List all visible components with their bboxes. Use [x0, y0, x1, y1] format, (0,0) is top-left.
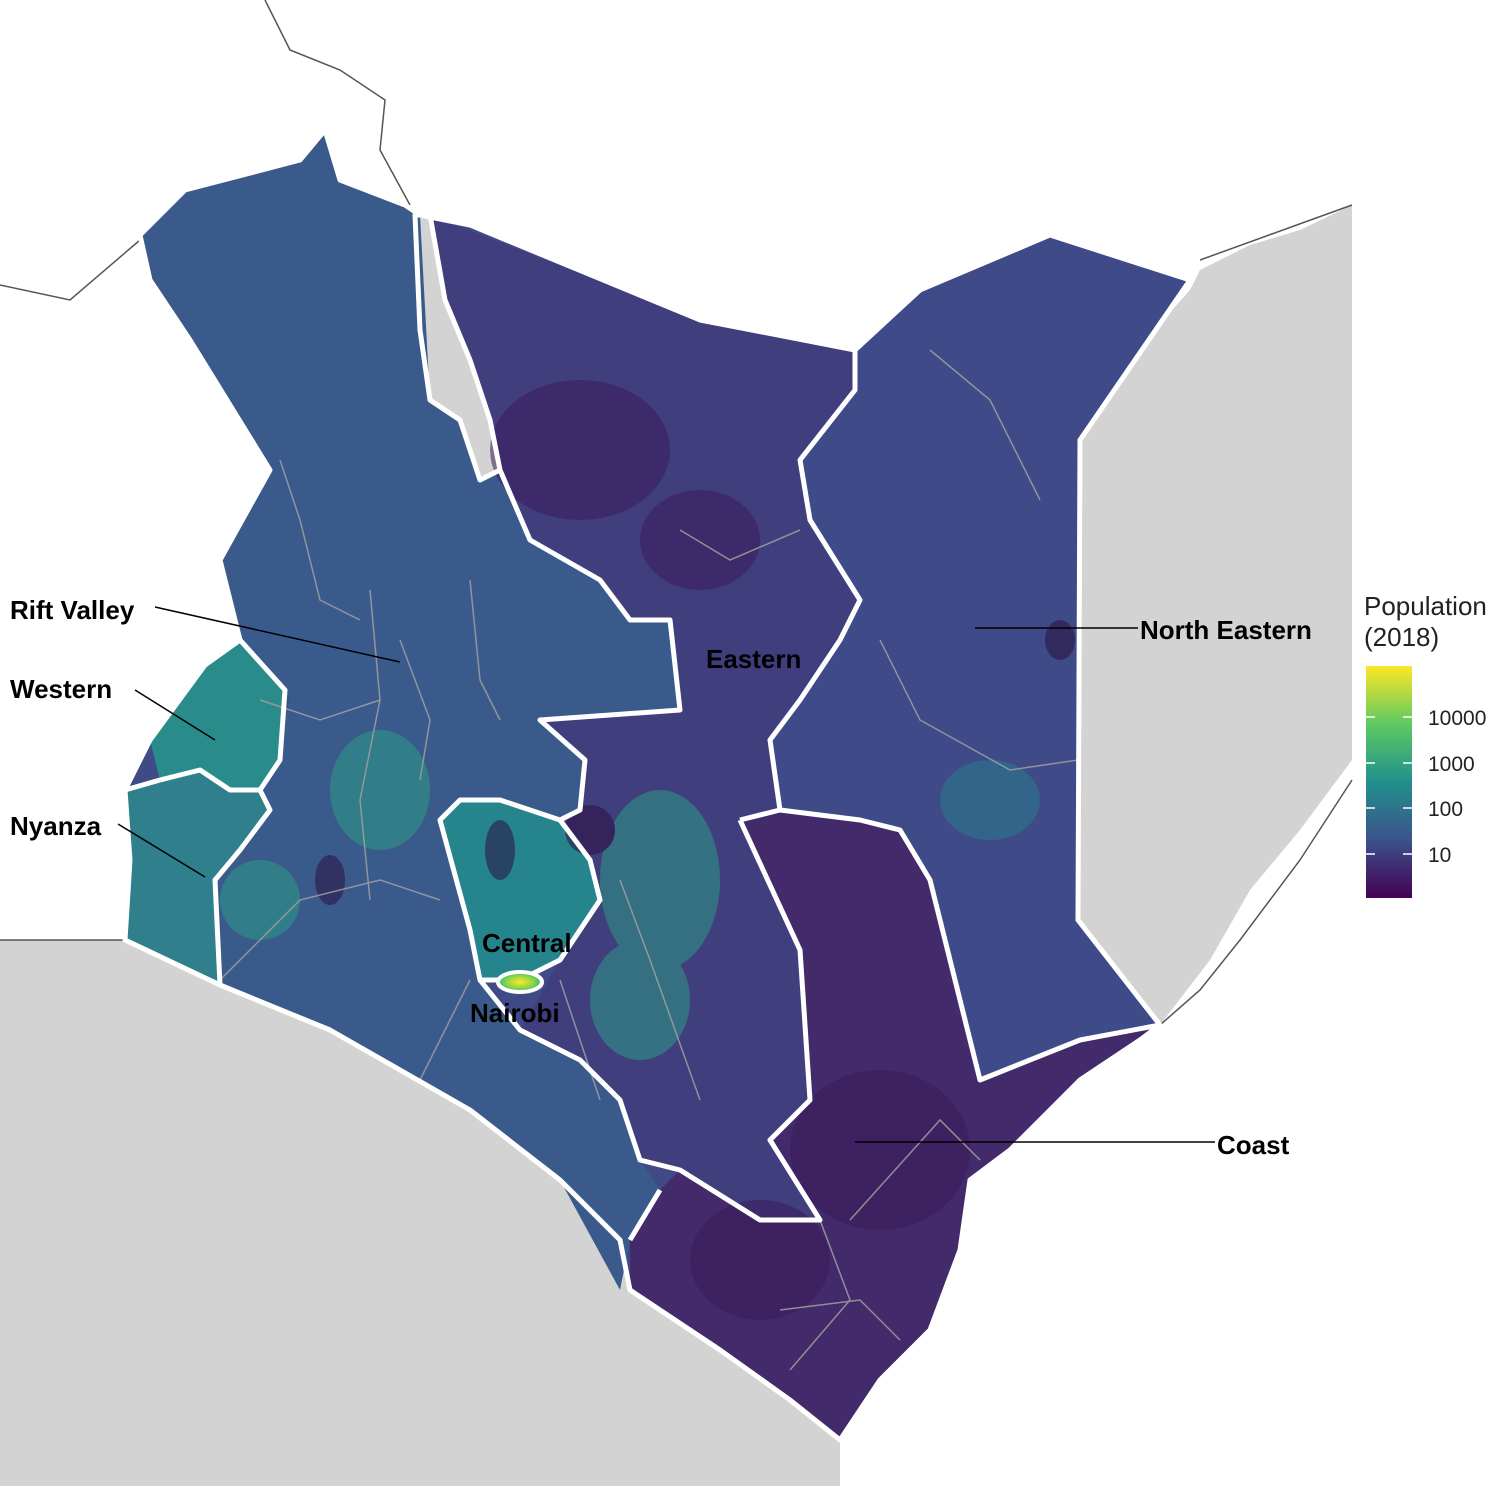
- region-western: [150, 640, 285, 790]
- region-nyanza: [125, 770, 270, 985]
- density-patches: [220, 380, 1075, 1320]
- legend-tick-10: 10: [1428, 844, 1451, 867]
- legend-tick-100: 100: [1428, 798, 1463, 821]
- label-north-eastern: North Eastern: [1140, 615, 1312, 645]
- legend-colorbar: [1366, 666, 1412, 898]
- region-central: [440, 800, 600, 980]
- region-north-eastern: [770, 235, 1190, 1080]
- legend-tick-marks: [1366, 716, 1412, 855]
- county-borders: [219, 349, 1079, 1371]
- label-eastern: Eastern: [706, 644, 801, 674]
- neighbouring-land: [0, 0, 1352, 1486]
- international-border: [0, 0, 1353, 1026]
- legend: Population (2018) 10000 1000 100 10: [1364, 591, 1487, 898]
- region-rift-valley: [140, 130, 680, 1290]
- legend-title-line1: Population: [1364, 591, 1487, 621]
- region-borders: [122, 127, 1193, 1443]
- legend-tick-10000: 10000: [1428, 707, 1486, 730]
- label-rift-valley: Rift Valley: [10, 595, 135, 625]
- label-central: Central: [482, 928, 572, 958]
- nairobi-area: [496, 970, 544, 994]
- legend-title-line2: (2018): [1364, 622, 1439, 652]
- label-nyanza: Nyanza: [10, 811, 102, 841]
- leader-lines: [117, 606, 1215, 1143]
- legend-tick-1000: 1000: [1428, 753, 1475, 776]
- label-western: Western: [10, 674, 112, 704]
- region-labels: Rift Valley Western Nyanza Eastern North…: [10, 595, 1312, 1160]
- label-nairobi: Nairobi: [470, 998, 560, 1028]
- label-coast: Coast: [1217, 1130, 1290, 1160]
- lake-turkana: [415, 215, 500, 480]
